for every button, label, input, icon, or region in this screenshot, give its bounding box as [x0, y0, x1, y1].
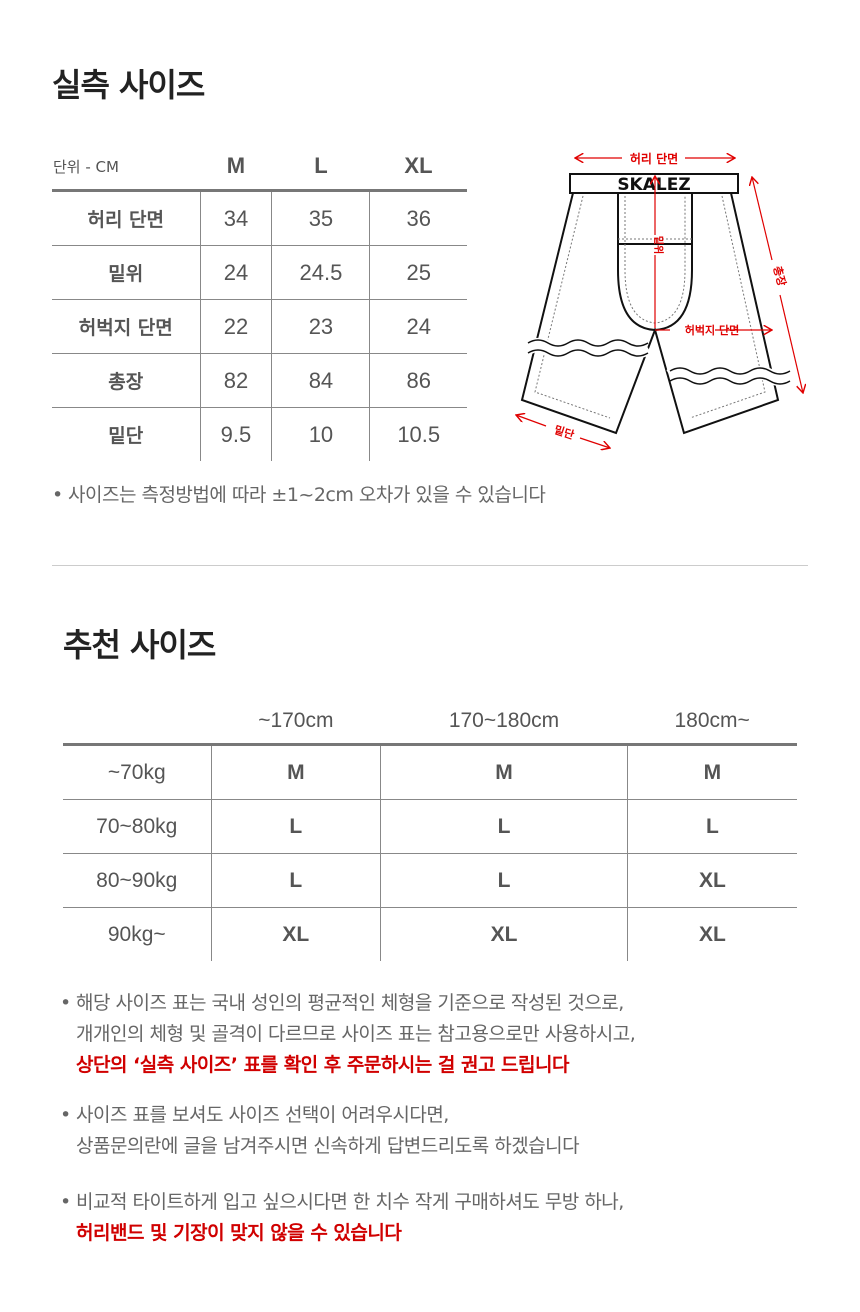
value-cell: 10.5 — [369, 407, 467, 461]
size-cell: XL — [380, 907, 628, 961]
size-cell: L — [380, 853, 628, 908]
size-cell: L — [210, 799, 381, 854]
note-item: • 해당 사이즈 표는 국내 성인의 평균적인 체형을 기준으로 작성된 것으로,… — [60, 988, 636, 1081]
waist-label: 허리 단면 — [630, 151, 678, 166]
size-cell: M — [210, 744, 381, 800]
value-cell: 36 — [369, 190, 467, 246]
table-row: 총장 82 84 86 — [52, 353, 467, 408]
value-cell: 22 — [199, 299, 272, 354]
table-row: ~70kg M M M — [63, 744, 797, 800]
size-cell: L — [210, 853, 381, 908]
height-header: 170~180cm — [380, 699, 628, 746]
value-cell: 35 — [271, 190, 370, 246]
value-cell: 24.5 — [271, 245, 370, 300]
table-row: 80~90kg L L XL — [63, 853, 797, 908]
shorts-outline — [520, 173, 780, 435]
size-cell: L — [626, 799, 797, 854]
row-label: 밑위 — [52, 245, 200, 300]
table-row: 70~80kg L L L — [63, 799, 797, 854]
weight-label: 70~80kg — [63, 799, 211, 854]
shorts-diagram: SKALEZ 허리 단면 밑위 허벅지 단면 총장 밑단 — [510, 151, 830, 460]
size-cell: XL — [210, 907, 381, 961]
weight-label: 90kg~ — [107, 922, 166, 946]
value-cell: 86 — [369, 353, 467, 408]
note-line: 상품문의란에 글을 남겨주시면 신속하게 답변드리도록 하겠습니다 — [76, 1135, 580, 1157]
hem-label: 밑단 — [552, 422, 576, 442]
size-cell: XL — [626, 853, 797, 908]
size-cell: M — [380, 744, 628, 800]
corner-cell — [63, 699, 211, 746]
row-label: 밑단 — [108, 425, 144, 447]
row-label: 허벅지 단면 — [52, 299, 200, 354]
value-cell: 9.5 — [199, 407, 272, 461]
value-cell: 23 — [271, 299, 370, 354]
value-cell: 34 — [199, 190, 272, 246]
table-row: 밑단 9.5 10 10.5 — [52, 407, 467, 461]
brand-logo: SKALEZ — [617, 175, 690, 195]
size-cell: M — [626, 744, 797, 800]
note-item: • 비교적 타이트하게 입고 싶으시다면 한 치수 작게 구매하셔도 무방 하나,… — [60, 1187, 624, 1249]
note-line: 사이즈 표를 보셔도 사이즈 선택이 어려우시다면, — [76, 1104, 449, 1126]
note-emphasis: 상단의 ‘실측 사이즈’ 표를 확인 후 주문하시는 걸 권고 드립니다 — [76, 1054, 569, 1076]
value-cell: 84 — [271, 353, 370, 408]
thigh-label: 허벅지 단면 — [685, 323, 739, 337]
cut-wave — [524, 338, 794, 386]
value-cell: 25 — [369, 245, 467, 300]
bullet: • — [60, 1104, 71, 1126]
table-row: 허리 단면 34 35 36 — [52, 190, 467, 246]
note-line: 비교적 타이트하게 입고 싶으시다면 한 치수 작게 구매하셔도 무방 하나, — [76, 1191, 624, 1213]
recommended-size-table: ~170cm 170~180cm 180cm~ ~70kg M M M 70~80kg L… — [63, 699, 797, 961]
rise-label: 밑위 — [652, 236, 665, 254]
measurement-note: • 사이즈는 측정방법에 따라 ±1~2cm 오차가 있을 수 있습니다 — [52, 480, 546, 511]
bullet: • — [60, 992, 71, 1014]
bullet: • — [52, 484, 63, 506]
section-divider — [52, 565, 808, 566]
table-header-row: 단위 - CM M L XL — [52, 143, 467, 192]
height-header: 180cm~ — [627, 699, 797, 746]
value-cell: 82 — [199, 353, 272, 408]
weight-label: ~70kg — [63, 744, 211, 800]
note-text: 사이즈는 측정방법에 따라 ±1~2cm 오차가 있을 수 있습니다 — [68, 484, 546, 506]
height-header: ~170cm — [211, 699, 381, 746]
row-label: 허리 단면 — [52, 190, 200, 246]
value-cell: 24 — [199, 245, 272, 300]
note-item: • 사이즈 표를 보셔도 사이즈 선택이 어려우시다면, 상품문의란에 글을 남겨주… — [60, 1100, 580, 1162]
value-cell: 24 — [369, 299, 467, 354]
measured-size-title: 실측 사이즈 — [52, 66, 205, 104]
unit-label: 단위 - CM — [52, 143, 200, 192]
recommended-size-title: 추천 사이즈 — [63, 626, 216, 664]
table-row: 밑위 24 24.5 25 — [52, 245, 467, 300]
weight-label: 80~90kg — [63, 853, 211, 908]
size-cell: L — [380, 799, 628, 854]
note-line: 개개인의 체형 및 골격이 다르므로 사이즈 표는 참고용으로만 사용하시고, — [76, 1023, 636, 1045]
row-label: 총장 — [52, 353, 200, 408]
note-emphasis: 허리밴드 및 기장이 맞지 않을 수 있습니다 — [76, 1222, 402, 1244]
note-line: 해당 사이즈 표는 국내 성인의 평균적인 체형을 기준으로 작성된 것으로, — [76, 992, 624, 1014]
size-header: XL — [369, 143, 467, 192]
table-row: 90kg~ XL XL XL — [63, 907, 797, 961]
size-header: L — [271, 143, 370, 192]
value-cell: 10 — [271, 407, 370, 461]
length-label: 총장 — [770, 264, 789, 287]
bullet: • — [60, 1191, 71, 1213]
table-row: 허벅지 단면 22 23 24 — [52, 299, 467, 354]
table-header-row: ~170cm 170~180cm 180cm~ — [63, 699, 797, 746]
measured-size-table: 단위 - CM M L XL 허리 단면 34 35 36 밑위 24 24.5 25 허벅지 … — [52, 143, 467, 461]
size-cell: XL — [626, 907, 797, 961]
size-header: M — [200, 143, 272, 192]
